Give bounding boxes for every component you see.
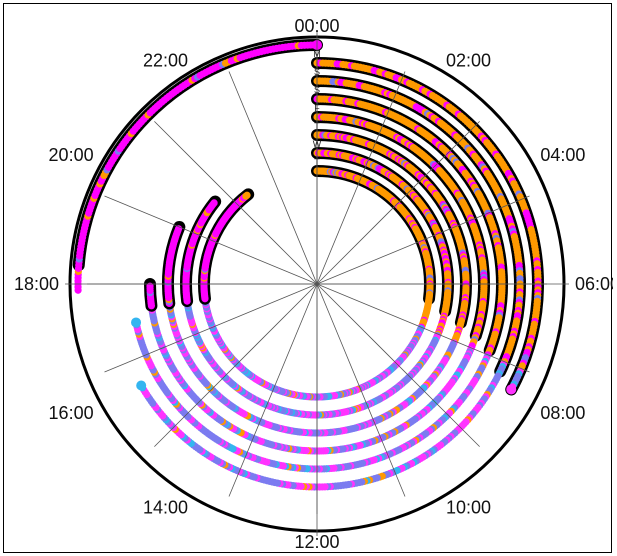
hour-label: 02:00 <box>446 51 491 71</box>
spoke <box>228 71 318 285</box>
hour-label: 00:00 <box>294 16 339 36</box>
spoke <box>316 195 530 285</box>
ring-1 <box>311 57 544 396</box>
hour-label: 16:00 <box>49 403 94 423</box>
spoke <box>316 283 406 497</box>
ring-6 <box>180 147 454 419</box>
day-label: S <box>314 67 320 77</box>
hour-label: 06:00 <box>575 274 613 294</box>
hour-spokes <box>65 32 569 536</box>
spoke <box>316 283 530 373</box>
hour-labels: 00:00 02:00 04:00 06:00 08:00 10:00 12:00 14:00… <box>14 16 613 552</box>
hour-label: 04:00 <box>540 145 585 165</box>
ring-2 <box>136 75 526 491</box>
hour-label: 20:00 <box>49 145 94 165</box>
ring-end-point <box>506 384 517 395</box>
radial-activity-chart: 00:00 02:00 04:00 06:00 08:00 10:00 12:00 14:00… <box>14 16 613 552</box>
spoke <box>316 71 406 285</box>
spoke <box>316 283 480 447</box>
day-label: F <box>314 103 320 113</box>
day-label: M <box>313 49 321 59</box>
spoke <box>154 121 318 285</box>
ring-7 <box>198 165 436 401</box>
chart-frame: 00:00 02:00 04:00 06:00 08:00 10:00 12:00 14:00… <box>3 3 613 553</box>
activity-point <box>243 191 251 199</box>
activity-rings <box>68 35 566 533</box>
ring-end-point <box>136 380 147 391</box>
spoke <box>104 283 318 373</box>
spoke <box>316 121 480 285</box>
hour-label: 08:00 <box>540 403 585 423</box>
hour-label: 10:00 <box>446 497 491 517</box>
day-label: S <box>314 85 320 95</box>
day-label: W <box>313 139 322 149</box>
spoke <box>104 195 318 285</box>
hour-label: 14:00 <box>143 497 188 517</box>
day-label: T <box>314 157 320 167</box>
hour-label: 22:00 <box>143 51 188 71</box>
ring-4 <box>144 111 491 455</box>
day-label: T <box>314 121 320 131</box>
spoke <box>228 283 318 497</box>
ring-5 <box>161 129 472 437</box>
ring-3 <box>131 93 508 473</box>
hour-label: 18:00 <box>14 274 59 294</box>
spoke <box>154 283 318 447</box>
partial-ring <box>72 39 323 294</box>
activity-point <box>210 199 218 207</box>
ring-end-point <box>131 317 142 328</box>
hour-label: 12:00 <box>294 532 339 552</box>
